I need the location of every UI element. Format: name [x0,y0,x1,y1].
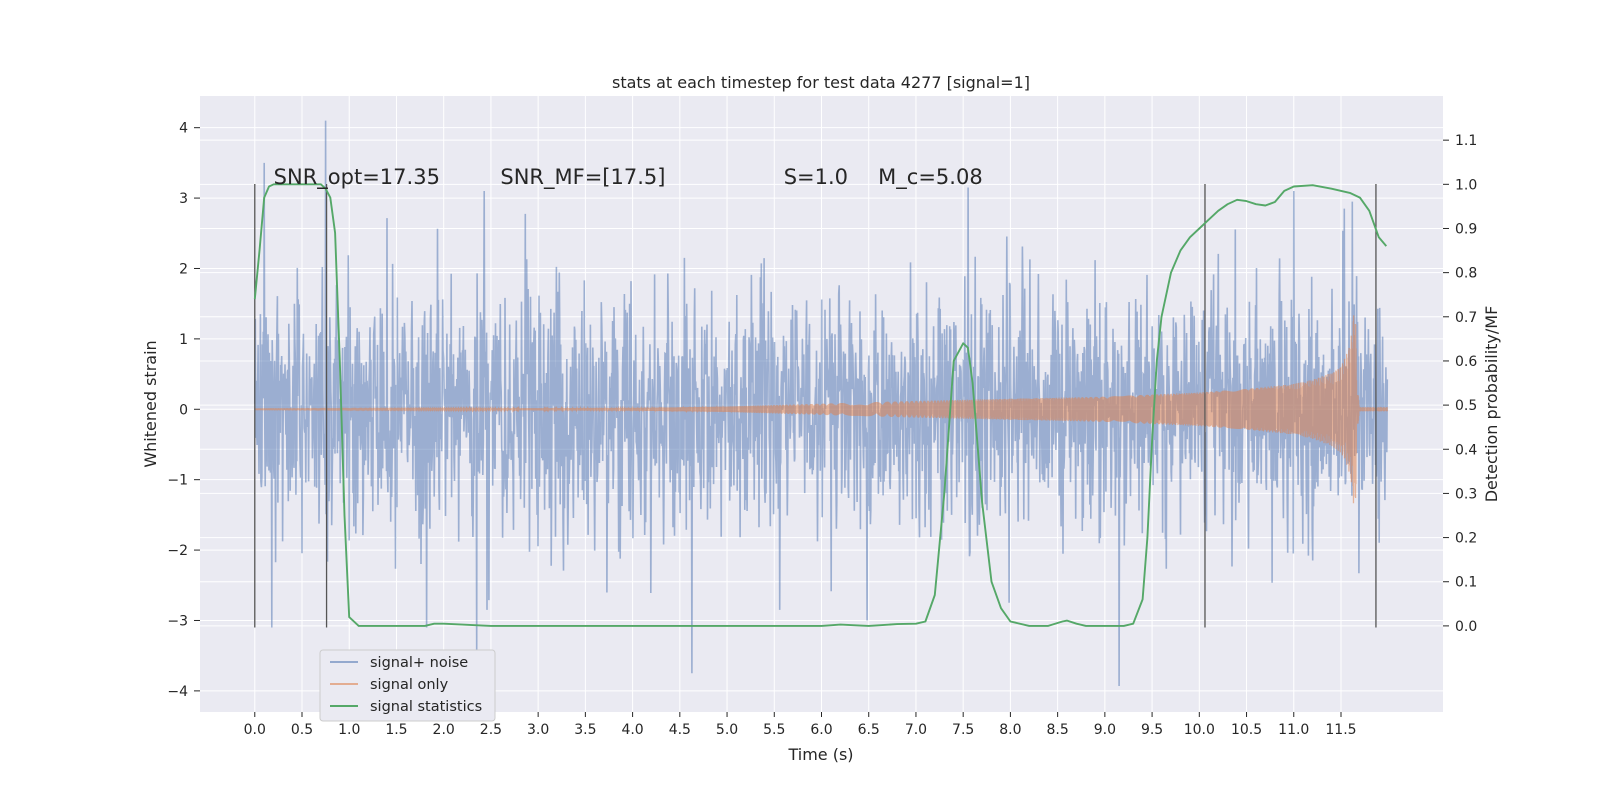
y-axis-left-ticks: −4 −3 −2 −1 0 1 2 3 4 [167,121,200,700]
y-left-tick-label: −1 [167,473,188,489]
x-tick-label: 8.5 [1046,722,1068,738]
series-signal-noise [254,120,1389,687]
x-tick-label: 1.5 [385,722,407,738]
x-tick-label: 5.5 [763,722,785,738]
signal-only-trace [254,315,1388,504]
x-tick-label: 10.0 [1184,722,1215,738]
legend-label-signal-noise: signal+ noise [370,655,468,671]
y-right-tick-label: 0.6 [1455,354,1477,370]
x-tick-label: 4.5 [669,722,691,738]
annotation-mc: M_c=5.08 [878,165,983,190]
legend-label-signal-only: signal only [370,677,449,693]
y-axis-right-label: Detection probability/MF [1482,306,1501,503]
annotation-snr-opt: SNR_opt=17.35 [274,165,440,190]
series-signal-statistics [253,183,1388,627]
y-right-tick-label: 0.5 [1455,398,1477,414]
x-tick-label: 0.0 [244,722,266,738]
x-tick-label: 2.5 [480,722,502,738]
y-right-tick-label: 0.2 [1455,531,1477,547]
x-tick-label: 10.5 [1231,722,1262,738]
x-tick-label: 3.5 [574,722,596,738]
y-right-tick-label: 0.7 [1455,310,1477,326]
y-right-tick-label: 0.3 [1455,486,1477,502]
x-tick-label: 5.0 [716,722,738,738]
x-tick-label: 9.5 [1141,722,1163,738]
x-tick-label: 8.0 [999,722,1021,738]
x-tick-label: 4.0 [621,722,643,738]
y-axis-left-label: Whitened strain [141,340,160,467]
signal-statistics-line [253,183,1388,627]
x-tick-label: 9.0 [1094,722,1116,738]
y-left-tick-label: −2 [167,543,188,559]
x-axis-ticks: 0.0 0.5 1.0 1.5 2.0 2.5 3.0 3.5 4.0 4.5 5.0 5.5 6.0 6… [244,712,1357,738]
y-left-tick-label: 3 [179,191,188,207]
y-right-tick-label: 0.4 [1455,442,1477,458]
y-left-tick-label: 4 [179,121,188,137]
x-tick-label: 1.0 [338,722,360,738]
annotation-s: S=1.0 [784,165,848,189]
y-left-tick-label: 1 [179,332,188,348]
signal-noise-trace [254,120,1389,687]
x-tick-label: 6.0 [810,722,832,738]
series-signal-only [254,315,1388,504]
y-left-tick-label: −4 [167,684,188,700]
x-tick-label: 0.5 [291,722,313,738]
x-tick-label: 3.0 [527,722,549,738]
x-tick-label: 11.5 [1325,722,1356,738]
y-right-tick-label: 0.9 [1455,221,1477,237]
x-tick-label: 11.0 [1278,722,1309,738]
x-tick-label: 7.0 [905,722,927,738]
x-tick-label: 6.5 [858,722,880,738]
x-tick-label: 2.0 [433,722,455,738]
y-right-tick-label: 0.1 [1455,575,1477,591]
legend-box [319,649,496,722]
vertical-markers [254,184,1377,628]
y-right-tick-label: 1.1 [1455,133,1477,149]
legend: signal+ noise signal only signal statist… [319,649,496,722]
x-tick-label: 7.5 [952,722,974,738]
y-axis-right-ticks: 0.0 0.1 0.2 0.3 0.4 0.5 0.6 0.7 0.8 0.9 1.0 1.1 [1443,133,1477,635]
y-right-tick-label: 1.0 [1455,177,1477,193]
y-left-tick-label: 0 [179,402,188,418]
y-right-tick-label: 0.8 [1455,266,1477,282]
chart-title: stats at each timestep for test data 427… [612,73,1030,92]
annotations: SNR_opt=17.35 SNR_MF=[17.5] S=1.0 M_c=5.08 [274,165,983,190]
legend-label-signal-statistics: signal statistics [370,699,482,715]
y-right-tick-label: 0.0 [1455,619,1477,635]
y-left-tick-label: 2 [179,261,188,277]
annotation-snr-mf: SNR_MF=[17.5] [500,165,665,190]
y-left-tick-label: −3 [167,613,188,629]
x-axis-label: Time (s) [787,745,853,764]
